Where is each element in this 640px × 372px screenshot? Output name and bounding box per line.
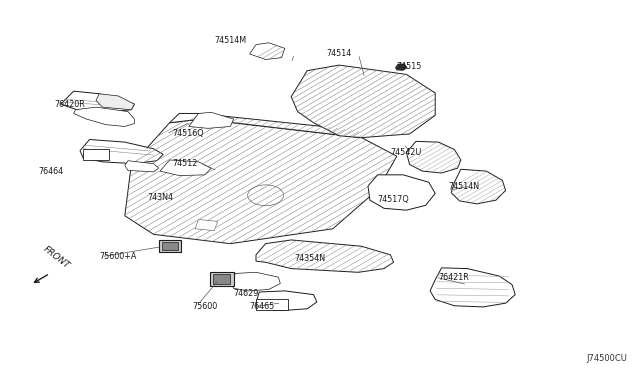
Polygon shape — [210, 272, 234, 286]
Polygon shape — [74, 107, 134, 126]
Polygon shape — [162, 242, 178, 250]
Polygon shape — [159, 240, 181, 252]
Polygon shape — [396, 64, 407, 70]
Polygon shape — [451, 169, 506, 204]
Polygon shape — [368, 175, 435, 210]
Text: 76421R: 76421R — [438, 273, 469, 282]
Text: 76465: 76465 — [250, 302, 275, 311]
Text: 74516Q: 74516Q — [173, 129, 204, 138]
Text: 74514: 74514 — [326, 49, 351, 58]
Polygon shape — [213, 274, 230, 284]
Polygon shape — [96, 94, 134, 110]
Text: 76420R: 76420R — [54, 100, 85, 109]
Polygon shape — [291, 65, 435, 138]
Polygon shape — [406, 141, 461, 173]
Text: 74354N: 74354N — [294, 254, 326, 263]
Text: 76464: 76464 — [38, 167, 63, 176]
Text: 74514M: 74514M — [214, 36, 246, 45]
Polygon shape — [189, 112, 234, 128]
Polygon shape — [80, 140, 163, 164]
Text: 75600: 75600 — [192, 302, 217, 311]
Polygon shape — [195, 219, 218, 231]
Polygon shape — [250, 43, 285, 60]
Text: FRONT: FRONT — [42, 244, 72, 270]
Polygon shape — [160, 160, 211, 176]
Polygon shape — [61, 91, 134, 112]
Text: 74542U: 74542U — [390, 148, 422, 157]
Polygon shape — [230, 272, 280, 291]
Polygon shape — [256, 240, 394, 272]
Text: 74517Q: 74517Q — [378, 195, 410, 203]
Polygon shape — [256, 291, 317, 311]
Polygon shape — [430, 268, 515, 307]
Text: 74629: 74629 — [234, 289, 259, 298]
Text: J74500CU: J74500CU — [586, 354, 627, 363]
Text: 74514N: 74514N — [448, 182, 479, 190]
Polygon shape — [170, 113, 362, 138]
Text: 743N4: 743N4 — [147, 193, 173, 202]
Polygon shape — [256, 299, 288, 310]
Polygon shape — [125, 161, 159, 172]
Text: 74515: 74515 — [397, 62, 422, 71]
Text: 75600+A: 75600+A — [99, 252, 136, 261]
Polygon shape — [125, 119, 397, 244]
Polygon shape — [83, 149, 109, 160]
Text: 74512: 74512 — [173, 159, 198, 168]
